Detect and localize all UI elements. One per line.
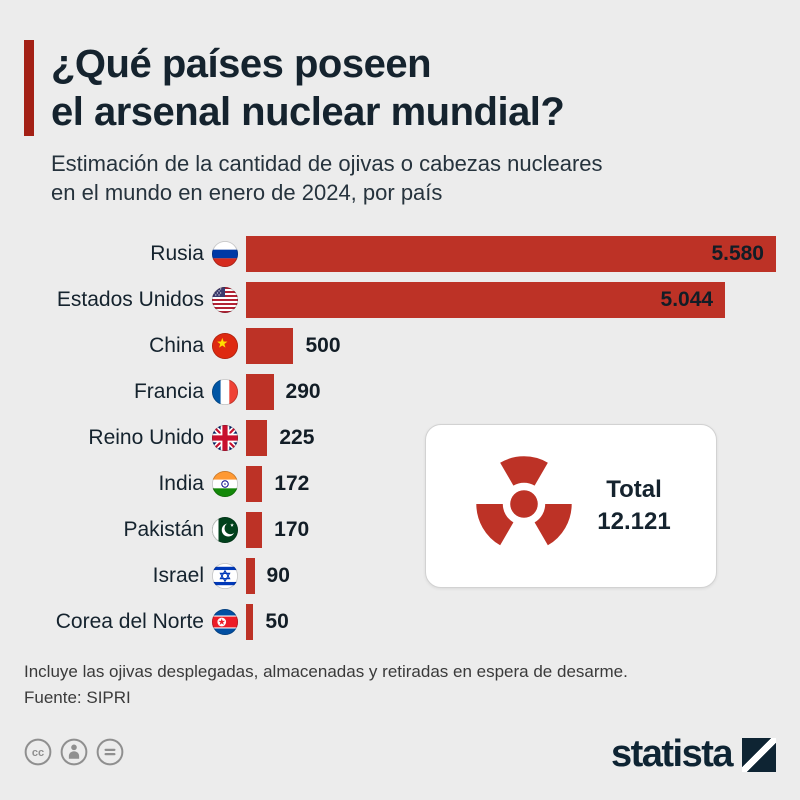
bar-track: 5.044 (246, 282, 776, 319)
flag-gb-icon (212, 425, 238, 452)
title-accent-bar (24, 40, 34, 136)
cc-icon: cc (24, 738, 52, 771)
subtitle-line-1: Estimación de la cantidad de ojivas o ca… (51, 151, 603, 176)
value-label: 172 (274, 472, 310, 496)
value-label: 90 (266, 564, 290, 588)
radiation-icon (471, 451, 577, 562)
brand-bar: cc statista (24, 733, 776, 776)
country-label: Rusia (150, 242, 204, 266)
country-label: China (149, 334, 204, 358)
value-bar (246, 236, 776, 273)
statista-logo: statista (611, 733, 776, 776)
bar-track: 170 (246, 512, 776, 549)
value-label: 225 (279, 426, 315, 450)
country-label: India (158, 472, 204, 496)
value-label: 500 (305, 334, 341, 358)
chart-row: Estados Unidos 5.044 (24, 277, 776, 323)
flag-cn-icon (212, 333, 238, 360)
value-bar (246, 374, 274, 411)
chart-row: Francia 290 (24, 369, 776, 415)
title-line-1: ¿Qué países poseen (51, 42, 432, 86)
value-bar (246, 466, 263, 503)
value-bar (246, 512, 263, 549)
chart-subtitle: Estimación de la cantidad de ojivas o ca… (51, 149, 776, 207)
title-line-2: el arsenal nuclear mundial? (51, 90, 565, 134)
chart-row: Pakistán 170 (24, 507, 776, 553)
footnotes: Incluye las ojivas desplegadas, almacena… (24, 659, 776, 710)
value-label: 290 (285, 380, 321, 404)
country-label: Francia (133, 380, 204, 404)
flag-il-icon (212, 563, 238, 590)
equals-icon (96, 738, 124, 771)
license-icons: cc (24, 738, 124, 771)
total-card: Total 12.121 (425, 424, 717, 588)
chart-row: Corea del Norte 50 (24, 599, 776, 645)
chart-note: Incluye las ojivas desplegadas, almacena… (24, 662, 628, 682)
value-label: 5.580 (711, 242, 764, 266)
value-bar (246, 558, 255, 595)
flag-in-icon (212, 471, 238, 498)
value-bar (246, 328, 294, 365)
country-label: Corea del Norte (55, 610, 204, 634)
value-bar (246, 420, 268, 457)
total-text: Total 12.121 (597, 474, 670, 539)
chart-row: Rusia 5.580 (24, 231, 776, 277)
bar-track: 172 (246, 466, 776, 503)
bar-track: 290 (246, 374, 776, 411)
bar-track: 50 (246, 604, 776, 641)
flag-us-icon (212, 287, 238, 314)
country-label: Estados Unidos (56, 288, 204, 312)
bar-track: 5.580 (246, 236, 776, 273)
header: ¿Qué países poseen el arsenal nuclear mu… (24, 40, 776, 136)
svg-text:cc: cc (32, 747, 44, 759)
chart-row: Israel 90 (24, 553, 776, 599)
flag-ru-icon (212, 241, 238, 268)
country-label: Reino Unido (88, 426, 204, 450)
country-label: Israel (152, 564, 204, 588)
chart-row: India 172 (24, 461, 776, 507)
value-bar (246, 604, 254, 641)
statista-logo-mark-icon (742, 737, 776, 772)
bar-track: 500 (246, 328, 776, 365)
bar-track: 90 (246, 558, 776, 595)
flag-kp-icon (212, 609, 238, 636)
attribution-icon (60, 738, 88, 771)
value-label: 5.044 (660, 288, 714, 312)
bar-track: 225 (246, 420, 776, 457)
chart-row: China 500 (24, 323, 776, 369)
bar-chart: Rusia 5.580 Estados Unidos 5.044 China 500 Fra… (24, 231, 776, 645)
statista-logo-text: statista (610, 733, 734, 775)
value-label: 50 (265, 610, 289, 634)
page-title: ¿Qué países poseen el arsenal nuclear mu… (51, 40, 565, 136)
chart-source: Fuente: SIPRI (24, 687, 131, 707)
flag-pk-icon (212, 517, 238, 544)
value-label: 170 (274, 518, 310, 542)
value-bar (246, 282, 726, 319)
flag-fr-icon (212, 379, 238, 406)
country-label: Pakistán (123, 518, 204, 542)
subtitle-line-2: en el mundo en enero de 2024, por país (51, 180, 443, 206)
chart-row: Reino Unido 225 (24, 415, 776, 461)
total-label: Total (606, 475, 662, 503)
total-value: 12.121 (597, 508, 671, 535)
